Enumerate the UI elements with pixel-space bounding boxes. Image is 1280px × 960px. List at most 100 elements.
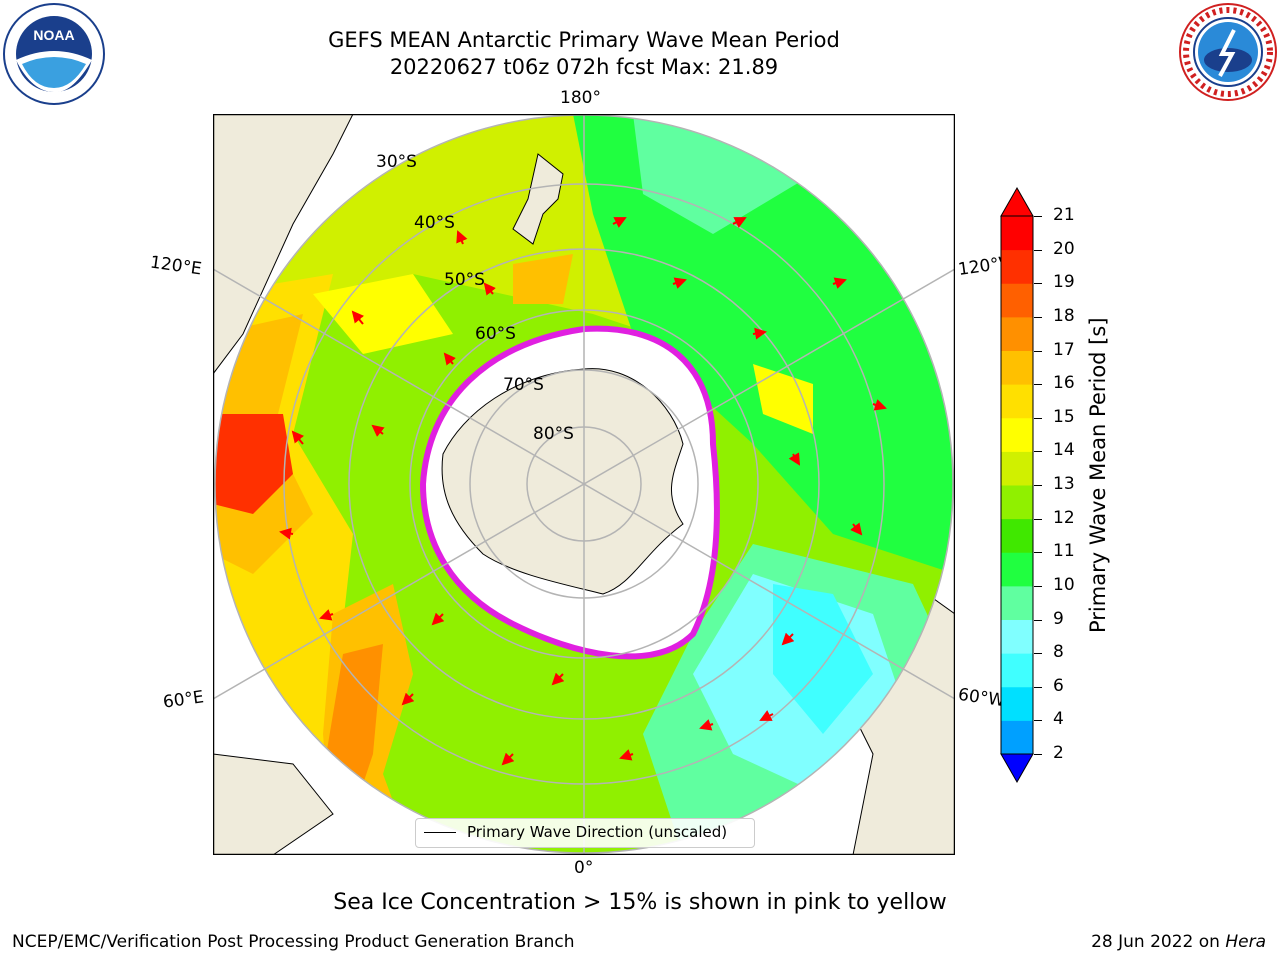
wave-direction-arrow xyxy=(612,217,627,228)
wave-direction-arrow xyxy=(443,352,456,366)
wave-direction-arrow xyxy=(732,217,747,228)
wave-direction-arrow xyxy=(788,452,801,466)
colorbar-tick-label: 19 xyxy=(1053,272,1075,293)
lat-label-30s: 30°S xyxy=(376,152,417,172)
colorbar-tick-label: 14 xyxy=(1053,440,1075,461)
colorbar-tick-label: 11 xyxy=(1053,541,1075,562)
wave-direction-arrow xyxy=(672,277,687,289)
colorbar-band xyxy=(1001,283,1033,318)
colorbar-tick-mark xyxy=(1034,754,1042,755)
lat-label-50s: 50°S xyxy=(444,270,485,290)
wave-direction-arrow xyxy=(551,672,565,686)
legend-label: Primary Wave Direction (unscaled) xyxy=(467,823,728,841)
colorbar-band xyxy=(1001,720,1033,755)
colorbar-band xyxy=(1001,216,1033,251)
colorbar-band xyxy=(1001,316,1033,351)
colorbar-label: Primary Wave Mean Period [s] xyxy=(1086,317,1110,633)
colorbar-tick-mark xyxy=(1034,384,1042,386)
colorbar-tick-label: 18 xyxy=(1053,305,1075,326)
wave-direction-arrow xyxy=(483,282,496,296)
wave-direction-arrow xyxy=(319,609,334,621)
legend-line xyxy=(424,832,456,833)
wave-direction-arrow xyxy=(699,719,714,731)
colorbar-tick-label: 16 xyxy=(1053,373,1075,394)
colorbar-tick-label: 2 xyxy=(1053,743,1064,763)
footer-date: 28 Jun 2022 on Hera xyxy=(1091,932,1266,952)
colorbar-tick-mark xyxy=(1034,316,1042,318)
colorbar-band xyxy=(1001,350,1033,385)
wave-direction-arrow xyxy=(850,522,863,536)
colorbar-tick-mark xyxy=(1034,216,1042,217)
colorbar-tick-label: 20 xyxy=(1053,238,1075,259)
noaa-logo-text: NOAA xyxy=(33,27,74,43)
colorbar-band xyxy=(1001,417,1033,452)
colorbar-band xyxy=(1001,653,1033,688)
colorbar-band xyxy=(1001,619,1033,654)
colorbar-tick-mark xyxy=(1034,619,1042,621)
chart-title: GEFS MEAN Antarctic Primary Wave Mean Pe… xyxy=(328,28,840,52)
colorbar-tick-mark xyxy=(1034,653,1042,655)
colorbar-tick-label: 21 xyxy=(1053,205,1075,225)
chart-subtitle: 20220627 t06z 072h fcst Max: 21.89 xyxy=(389,55,779,79)
colorbar-tick-label: 17 xyxy=(1053,339,1075,360)
meridian-label-bottom: 0° xyxy=(574,858,594,878)
colorbar-band xyxy=(1001,249,1033,284)
colorbar-tick-label: 8 xyxy=(1053,642,1064,663)
wave-direction-arrow xyxy=(619,749,634,761)
lat-label-70s: 70°S xyxy=(503,375,544,395)
colorbar-tick-mark xyxy=(1034,350,1042,352)
colorbar-tick-mark xyxy=(1034,451,1042,453)
colorbar-tick-mark xyxy=(1034,552,1042,554)
meridian-label-left-upper: 120°E xyxy=(148,252,203,280)
colorbar-tick-label: 4 xyxy=(1053,709,1064,730)
colorbar-tick-label: 12 xyxy=(1053,507,1075,528)
lat-label-40s: 40°S xyxy=(414,213,455,233)
map-legend: Primary Wave Direction (unscaled) xyxy=(415,818,755,848)
colorbar-band xyxy=(1001,552,1033,587)
nws-logo xyxy=(1178,2,1278,102)
sea-ice-note: Sea Ice Concentration > 15% is shown in … xyxy=(333,890,947,915)
wave-direction-arrow xyxy=(781,632,795,646)
lat-label-80s: 80°S xyxy=(533,424,574,444)
colorbar-tick-mark xyxy=(1034,585,1042,587)
wave-direction-arrow xyxy=(456,230,468,245)
colorbar-band xyxy=(1001,451,1033,486)
antarctic-map xyxy=(213,114,955,855)
colorbar-tick-mark xyxy=(1034,686,1042,688)
wave-direction-arrow xyxy=(291,430,305,445)
colorbar-extend-max xyxy=(1000,186,1034,217)
footer-credit: NCEP/EMC/Verification Post Processing Pr… xyxy=(12,932,575,952)
wave-direction-arrow xyxy=(872,399,887,411)
wave-direction-arrow xyxy=(279,527,294,540)
wave-direction-arrow xyxy=(371,424,385,437)
colorbar-tick-mark xyxy=(1034,518,1042,520)
colorbar-tick-label: 10 xyxy=(1053,574,1075,595)
wave-direction-arrow xyxy=(501,752,515,766)
colorbar-band xyxy=(1001,585,1033,620)
colorbar-band xyxy=(1001,686,1033,721)
colorbar-tick-mark xyxy=(1034,720,1042,722)
colorbar-tick-mark xyxy=(1034,283,1042,285)
wave-direction-arrow xyxy=(832,277,847,289)
colorbar-tick-label: 13 xyxy=(1053,474,1075,494)
colorbar-tick-label: 9 xyxy=(1053,608,1064,629)
meridian-label-right-lower: 60°W xyxy=(956,684,1007,712)
footer-date-text: 28 Jun 2022 on xyxy=(1091,932,1226,952)
footer-machine: Hera xyxy=(1225,932,1266,952)
colorbar-tick-mark xyxy=(1034,417,1042,419)
colorbar-tick-mark xyxy=(1034,249,1042,251)
colorbar-band xyxy=(1001,518,1033,553)
wave-direction-arrow xyxy=(431,612,445,626)
noaa-logo: NOAA xyxy=(2,2,106,106)
wave-direction-arrow xyxy=(401,692,415,706)
colorbar-band xyxy=(1001,384,1033,419)
wave-direction-arrow xyxy=(351,310,365,325)
lat-label-60s: 60°S xyxy=(475,324,516,344)
colorbar-tick-mark xyxy=(1034,485,1042,486)
wave-direction-arrow xyxy=(752,327,767,340)
colorbar-band xyxy=(1001,485,1033,520)
colorbar-tick-label: 6 xyxy=(1053,675,1064,696)
meridian-label-left-lower: 60°E xyxy=(161,687,206,713)
colorbar-extend-min xyxy=(1000,753,1034,784)
meridian-label-top: 180° xyxy=(560,88,601,108)
